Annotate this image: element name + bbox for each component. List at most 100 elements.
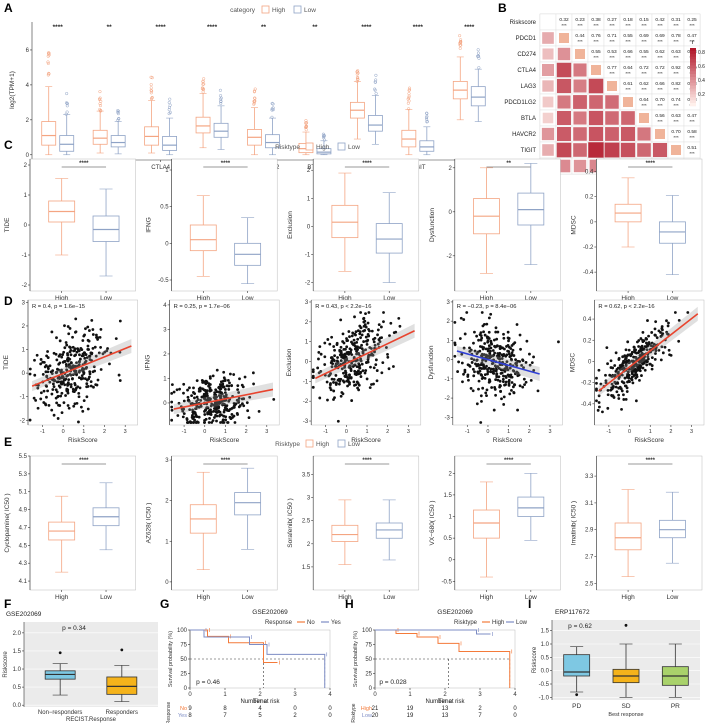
risk-table-title: Number at risk: [240, 699, 280, 705]
low-box-outlier: [65, 110, 69, 114]
high-box-outlier: [355, 76, 360, 80]
scatter-point: [640, 353, 644, 356]
outlier-point: [58, 651, 62, 655]
heatmap-value: 0.62: [655, 49, 665, 55]
scatter-point: [502, 395, 506, 399]
scatter-point: [75, 402, 79, 405]
scatter-point: [496, 378, 500, 382]
scatter-point: [595, 387, 598, 391]
y-tick-label: 3: [165, 458, 169, 464]
x-tick-label: High: [197, 295, 211, 302]
scatter-point: [470, 357, 473, 361]
scatter-point: [667, 321, 670, 325]
scatter-point: [339, 345, 343, 349]
colorbar-segment: [690, 77, 696, 81]
scatter-point: [54, 396, 58, 400]
heatmap-value: 0.31: [671, 17, 681, 23]
scatter-point: [647, 341, 651, 344]
low-box-outlier: [477, 66, 481, 70]
heatmap-value: 0.66: [623, 49, 633, 55]
scatter-point: [52, 378, 56, 382]
scatter-point: [646, 319, 649, 322]
scatter-point: [84, 353, 88, 356]
high-box-outlier: [458, 46, 462, 50]
scatter-point: [606, 388, 610, 392]
scatter-point: [634, 399, 638, 403]
colorbar-tick: 0.4: [698, 78, 705, 84]
scatter-point: [462, 318, 466, 321]
scatter-point: [646, 357, 650, 361]
heatmap-star: ***: [577, 39, 583, 44]
x-tick-label: 2: [103, 429, 106, 435]
scatter-point: [187, 398, 191, 402]
risk-count: 5: [258, 713, 262, 719]
scatter-point: [507, 337, 511, 340]
high-box-outlier: [406, 97, 410, 101]
low-box-outlier: [425, 111, 429, 115]
correlation-annotation: R = −0.23, p = 8.4e−06: [457, 304, 517, 310]
heatmap-row-label: CD274: [517, 52, 536, 58]
scatter-point: [472, 374, 476, 378]
heatmap-star: ***: [593, 55, 599, 60]
x-tick-label: High: [621, 594, 635, 601]
x-tick-label: High: [480, 594, 494, 601]
scatter-point: [56, 417, 60, 420]
high-box-outlier: [46, 61, 50, 66]
scatter-point: [91, 328, 95, 331]
scatter-point: [345, 345, 349, 349]
scatter-point: [347, 365, 351, 369]
scatter-point: [508, 392, 512, 396]
plot-frame: [454, 158, 561, 292]
scatter-point: [192, 411, 195, 415]
plot-area: [24, 622, 158, 707]
significance-mark: **: [261, 24, 267, 31]
scatter-point: [379, 325, 383, 329]
high-box-outlier: [47, 51, 51, 55]
x-axis-title: RiskScore: [210, 437, 240, 444]
heatmap-star: ***: [673, 103, 679, 108]
scatter-point: [52, 413, 56, 417]
scatter-point: [509, 357, 513, 361]
scatter-point: [240, 397, 244, 401]
scatter-point: [221, 421, 225, 424]
high-box-outlier: [201, 87, 205, 91]
scatter-point: [498, 379, 502, 383]
scatter-point: [474, 362, 477, 366]
scatter-point: [188, 386, 191, 390]
scatter-point: [661, 351, 665, 355]
y-tick-label: -0.4: [581, 402, 592, 408]
scatter-point: [621, 364, 625, 368]
significance-mark: ****: [207, 24, 218, 31]
y-tick-label: 3: [22, 300, 26, 306]
scatter-point: [654, 320, 658, 324]
scatter-point: [233, 421, 237, 424]
scatter-point: [487, 330, 491, 334]
heatmap-star: ***: [673, 119, 679, 124]
scatter-point: [351, 331, 355, 335]
scatter-point: [348, 373, 351, 377]
legend-entry: Low: [304, 7, 316, 14]
heatmap-row-label: PDCD1: [516, 36, 537, 42]
scatter-point: [491, 371, 495, 375]
scatter-point: [88, 370, 92, 374]
scatter-point: [66, 404, 70, 407]
high-box-outlier: [407, 94, 411, 98]
scatter-point: [624, 348, 628, 352]
colorbar-segment: [690, 50, 696, 55]
scatter-point: [197, 389, 201, 393]
scatter-point: [232, 373, 236, 376]
heatmap-square: [589, 95, 603, 109]
scatter-point: [466, 375, 470, 378]
high-box-outlier: [98, 104, 103, 108]
scatter-point: [480, 336, 484, 340]
scatter-point: [614, 351, 618, 355]
scatter-point: [659, 358, 663, 362]
heatmap-value: 0.55: [639, 49, 649, 55]
scatter-point: [511, 348, 515, 352]
y-axis-title: VX−680( IC50 ): [429, 501, 436, 546]
scatter-point: [88, 329, 91, 332]
heatmap-star: ***: [673, 71, 679, 76]
high-box-outlier: [98, 107, 102, 112]
y-tick-label: 2.5: [302, 519, 311, 525]
scatter-point: [345, 337, 348, 340]
